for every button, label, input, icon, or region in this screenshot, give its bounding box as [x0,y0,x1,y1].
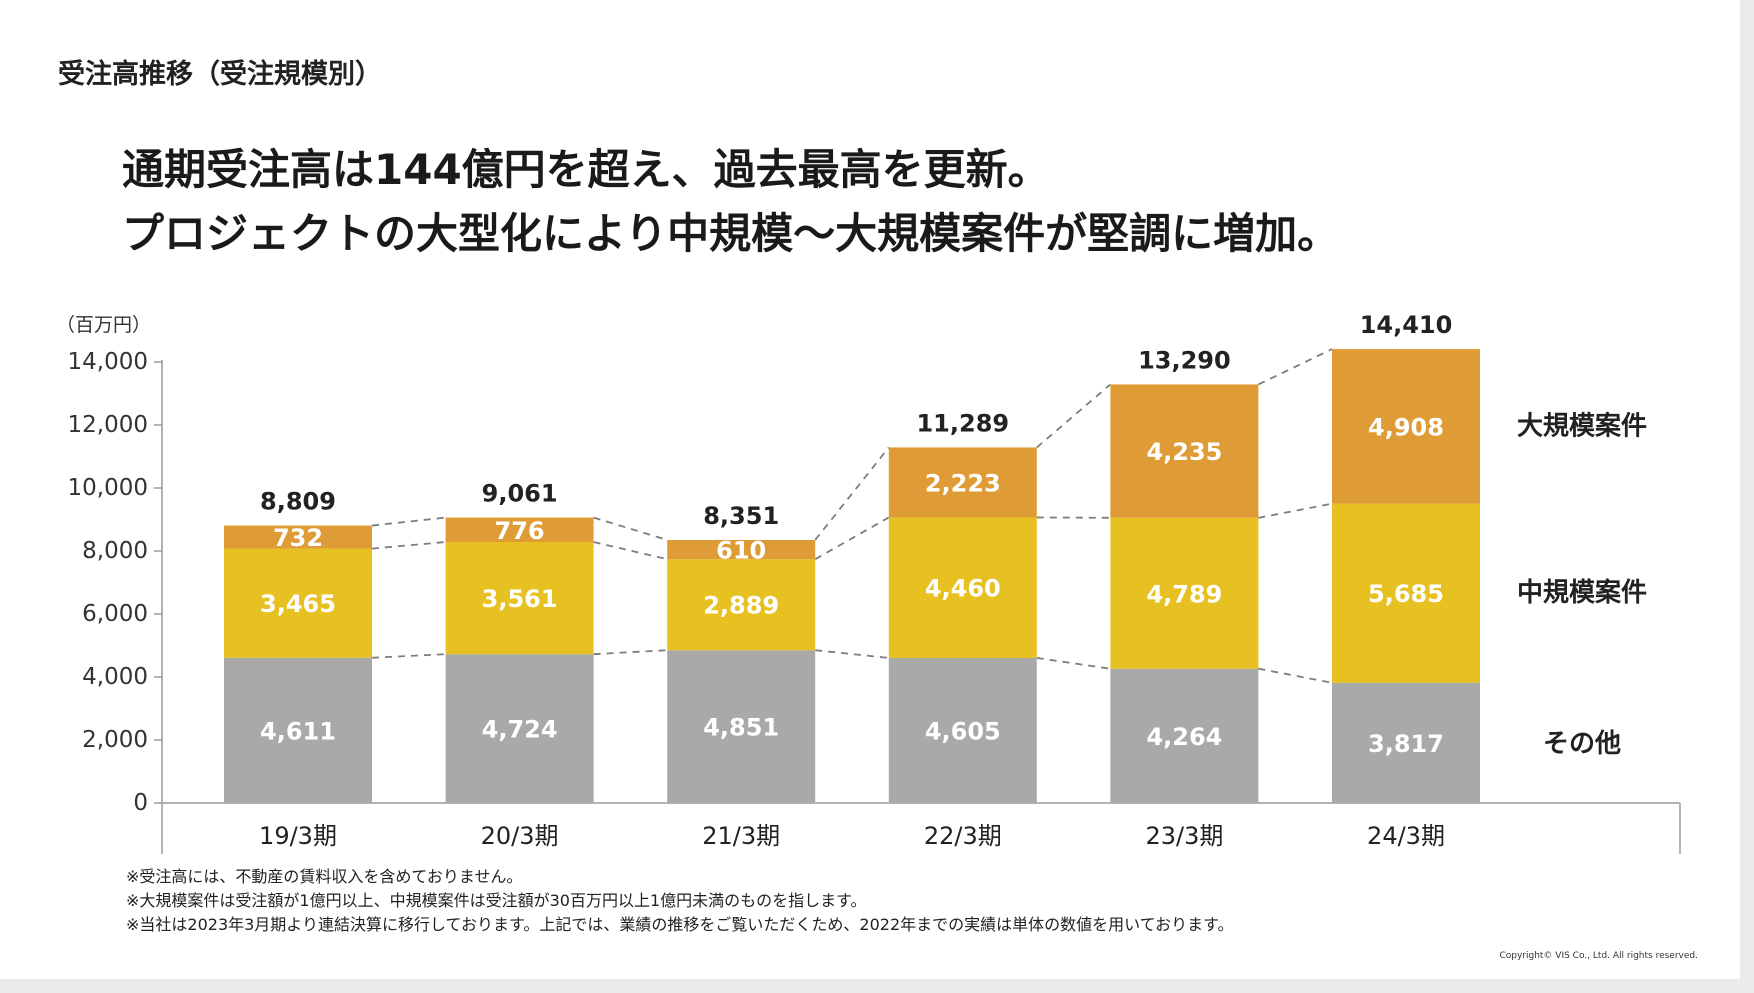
bar-value-label: 4,851 [703,714,779,742]
bar-value-label: 4,605 [925,717,1001,745]
bar-segment-mid [667,559,816,651]
bar-value-label: 732 [273,524,323,552]
bar-value-label: 4,724 [482,716,558,744]
bar-segment-mid [224,548,372,658]
copyright: Copyright© VIS Co., Ltd. All rights rese… [1499,951,1698,961]
legend-label-large: 大規模案件 [1517,410,1647,441]
y-tick-label: 0 [133,790,148,816]
bar-total-label: 13,290 [1138,346,1231,374]
y-tick-label: 14,000 [68,349,148,375]
connector-line [1036,383,1111,449]
x-tick-label: 23/3期 [1145,822,1223,850]
bar-segment-large [1110,384,1259,518]
footnote-3: ※当社は2023年3月期より連結決算に移行しております。上記では、業績の推移をご… [126,915,1234,934]
connector-line [593,649,668,656]
connector-line [814,516,890,560]
y-tick-label: 6,000 [82,601,148,627]
bar-segment-other [1110,668,1259,803]
connector-line [814,446,890,541]
bar-total-label: 14,410 [1360,311,1453,339]
bar-segment-other [445,654,594,803]
bar-segment-mid [1332,503,1480,683]
bar-value-label: 776 [495,517,545,545]
bar-segment-other [888,657,1037,803]
headline-line-2: プロジェクトの大型化により中規模～大規模案件が堅調に増加。 [122,209,1340,258]
headline-line-1: 通期受注高は144億円を超え、過去最高を更新。 [122,145,1050,194]
connector-line [1258,502,1333,519]
bar-value-label: 610 [716,537,766,565]
headline: 通期受注高は144億円を超え、過去最高を更新。 プロジェクトの大型化により中規模… [122,138,1339,266]
x-tick-label: 22/3期 [924,822,1002,850]
y-tick-label: 2,000 [82,727,148,753]
y-tick-label: 10,000 [68,475,148,501]
y-tick-label: 8,000 [82,538,148,564]
x-tick-label: 19/3期 [259,822,337,850]
bar-segment-mid [445,542,594,655]
bar-segment-other [667,650,816,803]
bar-value-label: 3,465 [260,590,336,618]
connector-line [593,516,668,541]
connector-line [371,541,446,550]
bar-segment-mid [888,517,1037,658]
bar-value-label: 5,685 [1368,580,1444,608]
bar-segment-large [1332,349,1480,504]
y-axis-unit-label: （百万円） [56,314,152,336]
bar-value-label: 4,611 [260,717,336,745]
bar-total-label: 11,289 [916,409,1009,437]
bar-value-label: 3,561 [482,585,558,613]
bar-value-label: 4,235 [1146,438,1222,466]
bar-value-label: 4,908 [1368,413,1444,441]
legend-label-mid: 中規模案件 [1517,577,1647,608]
bar-total-label: 8,351 [703,502,779,530]
connector-line [1258,348,1333,386]
bar-value-label: 4,460 [925,575,1001,603]
bar-segment-mid [1110,517,1259,669]
bar-value-label: 2,223 [925,469,1001,497]
y-tick-label: 12,000 [68,412,148,438]
bar-value-label: 3,817 [1368,730,1444,758]
bar-total-label: 9,061 [482,480,558,508]
footnote-1: ※受注高には、不動産の賃料収入を含めておりません。 [126,867,523,886]
legend-label-other: その他 [1543,729,1621,759]
bar-value-label: 4,789 [1146,580,1222,608]
bar-segment-large [445,517,594,543]
x-tick-label: 24/3期 [1367,822,1445,850]
x-tick-label: 21/3期 [702,822,780,850]
connector-line [815,649,889,659]
connector-line [593,541,668,561]
bar-segment-other [224,657,372,803]
bar-segment-large [888,447,1037,518]
bar-total-label: 8,809 [260,488,336,516]
footnote-2: ※大規模案件は受注額が1億円以上、中規模案件は受注額が30百万円以上1億円未満の… [126,891,867,910]
section-title: 受注高推移（受注規模別） [58,59,382,90]
connector-line [371,653,446,659]
bar-value-label: 2,889 [703,592,779,620]
stacked-bar-chart: 0 2,000 4,000 6,000 8,000 10,000 12,000 14,000 4… [68,311,1681,854]
slide: 受注高推移（受注規模別） 通期受注高は144億円を超え、過去最高を更新。 プロジ… [0,0,1740,979]
footnotes: ※受注高には、不動産の賃料収入を含めておりません。 ※大規模案件は受注額が1億円… [126,865,1234,937]
bar-segment-large [667,539,816,560]
bar-segment-large [224,525,372,549]
connector-line [371,516,446,527]
bar-value-label: 4,264 [1146,723,1222,751]
connector-line [1258,667,1333,684]
x-tick-label: 20/3期 [481,822,559,850]
connector-line [1036,657,1111,670]
y-tick-label: 4,000 [82,664,148,690]
bar-segment-other [1332,682,1480,803]
